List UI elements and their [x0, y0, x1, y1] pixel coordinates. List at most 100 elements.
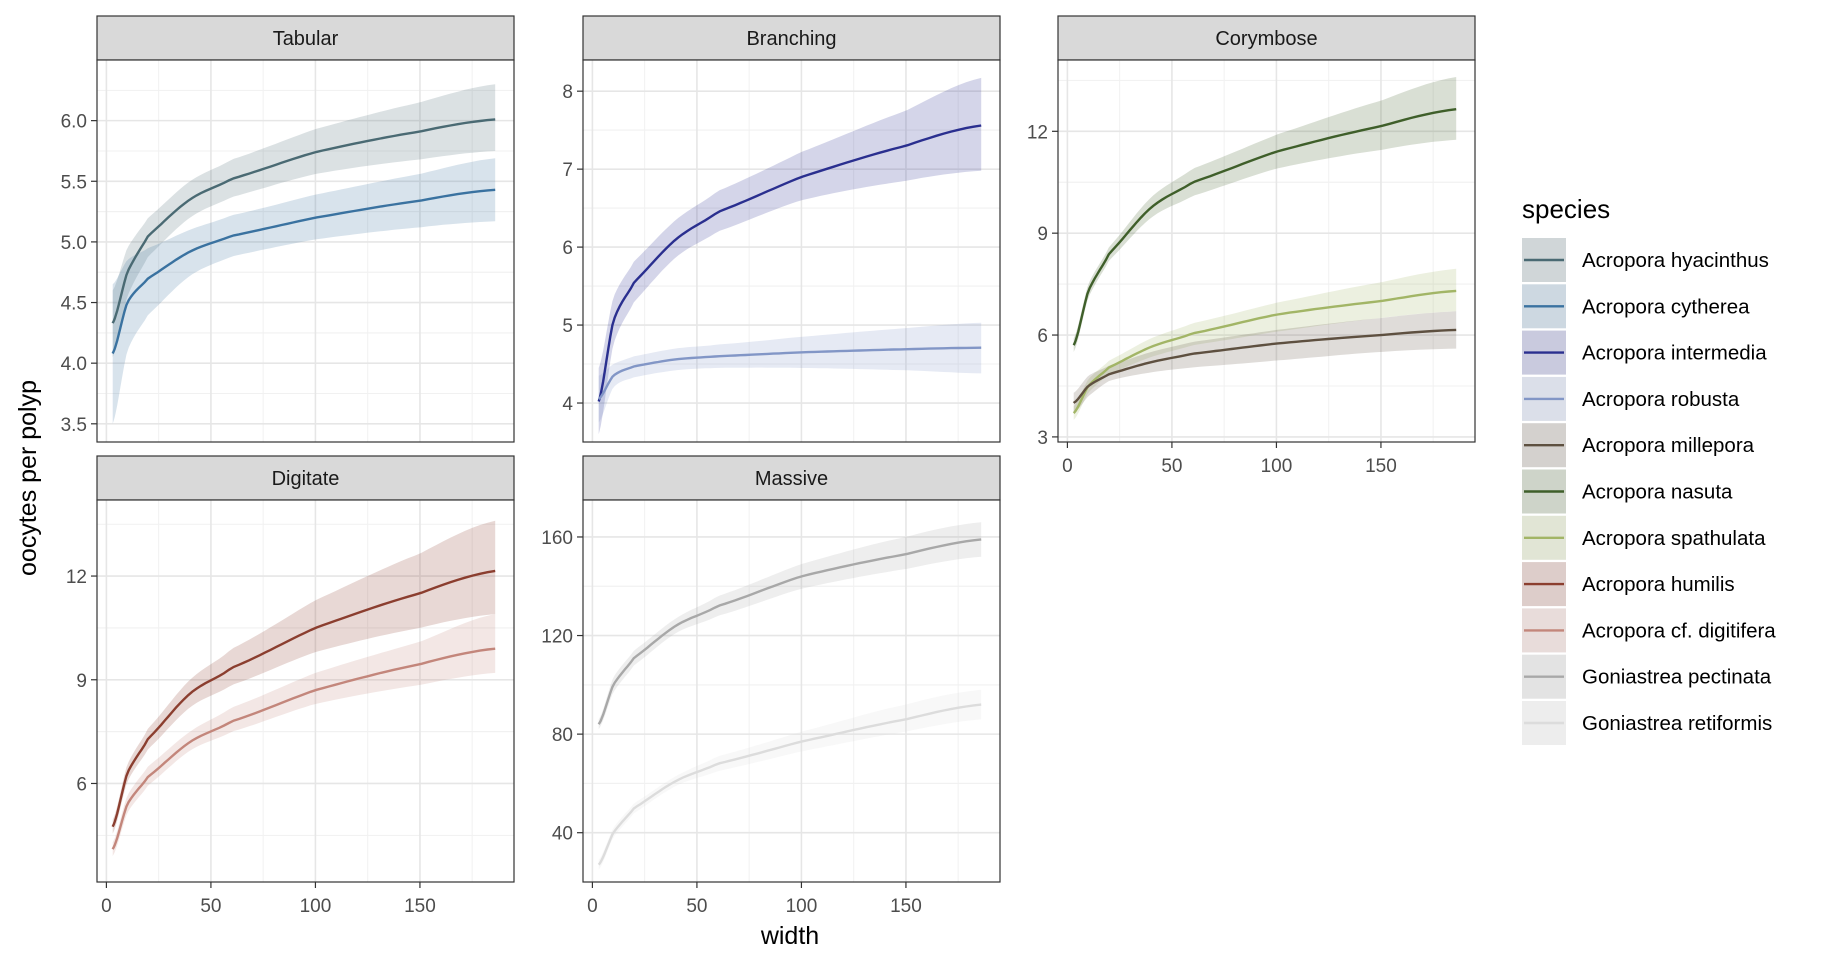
- x-tick-label: 50: [686, 896, 707, 917]
- panel-background: [583, 500, 1000, 882]
- ribbon-acropora-robusta: [598, 322, 982, 423]
- ribbon-goniastrea-retiformis: [598, 689, 982, 870]
- x-tick-label: 100: [1261, 456, 1293, 477]
- panel-background: [583, 60, 1000, 442]
- facet-strip: [96, 15, 515, 61]
- legend-label: Acropora nasuta: [1582, 481, 1733, 504]
- legend-label: Acropora intermedia: [1582, 342, 1767, 365]
- facet-strip: [96, 455, 515, 501]
- y-tick-label: 40: [552, 824, 573, 845]
- legend-label: Acropora millepora: [1582, 434, 1755, 457]
- y-tick-label: 12: [1027, 122, 1048, 143]
- y-tick-label: 12: [66, 567, 87, 588]
- legend-item: Acropora spathulata: [1522, 515, 1766, 560]
- x-tick-label: 150: [890, 896, 922, 917]
- line-acropora-cf-digitifera: [111, 647, 496, 850]
- facet-strip-label: Tabular: [273, 28, 339, 50]
- legend-label: Goniastrea retiformis: [1582, 712, 1772, 735]
- y-tick-label: 4: [562, 394, 573, 415]
- facet-panel-branching: Branching 4 5 6 7 8: [562, 15, 1001, 443]
- y-tick-label: 4.5: [61, 294, 87, 315]
- y-tick-label: 80: [552, 725, 573, 746]
- y-tick-label: 4.0: [61, 354, 87, 375]
- legend-label: Acropora cf. digitifera: [1582, 619, 1776, 642]
- line-acropora-cytherea: [111, 188, 496, 354]
- facet-strip: [582, 455, 1001, 501]
- legend-label: Acropora spathulata: [1582, 527, 1766, 550]
- panel-background: [1058, 60, 1475, 442]
- y-tick-label: 6: [562, 238, 573, 259]
- ribbon-acropora-cytherea: [112, 158, 496, 424]
- legend: species Acropora hyacinthus Acropora cyth…: [1522, 194, 1776, 745]
- legend-label: Acropora robusta: [1582, 388, 1740, 411]
- y-tick-label: 5.0: [61, 233, 87, 254]
- legend-item: Acropora millepora: [1522, 423, 1755, 468]
- facet-panels: Tabular 3.5 4.0 4.5 5.0 5.5 6.0 Branching 4 5 6 7 8 C…: [61, 15, 1476, 917]
- y-axis-title: oocytes per polyp: [14, 380, 42, 576]
- y-tick-label: 3.5: [61, 415, 87, 436]
- line-goniastrea-retiformis: [597, 703, 982, 866]
- legend-title: species: [1522, 194, 1610, 224]
- facet-strip-label: Branching: [746, 28, 836, 50]
- line-acropora-millepora: [1072, 328, 1457, 404]
- legend-item: Goniastrea pectinata: [1522, 654, 1772, 699]
- y-tick-label: 9: [1037, 224, 1048, 245]
- legend-item: Acropora nasuta: [1522, 469, 1733, 514]
- y-tick-label: 6.0: [61, 112, 87, 133]
- line-acropora-hyacinthus: [111, 118, 496, 324]
- x-tick-label: 100: [786, 896, 818, 917]
- ribbon-acropora-cf-digitifera: [112, 614, 496, 857]
- facet-strip-label: Digitate: [272, 468, 340, 490]
- x-tick-label: 100: [300, 896, 332, 917]
- panel-border: [96, 499, 515, 883]
- y-tick-label: 8: [562, 82, 573, 103]
- y-tick-label: 7: [562, 160, 573, 181]
- y-tick-label: 5.5: [61, 172, 87, 193]
- x-tick-label: 150: [1365, 456, 1397, 477]
- legend-item: Acropora humilis: [1522, 562, 1735, 607]
- legend-label: Goniastrea pectinata: [1582, 666, 1772, 689]
- x-tick-label: 50: [200, 896, 221, 917]
- facet-strip: [1057, 15, 1476, 61]
- line-acropora-nasuta: [1072, 108, 1457, 346]
- x-tick-label: 0: [587, 896, 598, 917]
- facet-panel-digitate: Digitate 6 9 12 0 50 100 150: [66, 455, 515, 917]
- panel-border: [582, 59, 1001, 443]
- facet-panel-corymbose: Corymbose 3 6 9 12 0 50 100 150: [1027, 15, 1476, 477]
- legend-item: Acropora intermedia: [1522, 330, 1767, 375]
- y-tick-label: 5: [562, 316, 573, 337]
- legend-item: Acropora cytherea: [1522, 284, 1750, 329]
- x-tick-label: 0: [101, 896, 112, 917]
- legend-label: Acropora humilis: [1582, 573, 1735, 596]
- x-tick-label: 50: [1161, 456, 1182, 477]
- panel-background: [97, 500, 514, 882]
- y-tick-label: 6: [1037, 326, 1048, 347]
- facet-panel-massive: Massive 40 80 120 160 0 50 100 150: [541, 455, 1001, 917]
- line-acropora-intermedia: [597, 124, 982, 402]
- facet-strip-label: Massive: [755, 468, 828, 490]
- line-acropora-robusta: [597, 346, 982, 400]
- y-tick-label: 3: [1037, 428, 1048, 449]
- panel-background: [97, 60, 514, 442]
- facet-strip-label: Corymbose: [1215, 28, 1317, 50]
- facet-strip: [582, 15, 1001, 61]
- y-tick-label: 6: [76, 774, 87, 795]
- y-tick-label: 120: [541, 627, 573, 648]
- y-tick-label: 9: [76, 671, 87, 692]
- ribbon-acropora-spathulata: [1073, 268, 1457, 420]
- facet-panel-tabular: Tabular 3.5 4.0 4.5 5.0 5.5 6.0: [61, 15, 515, 443]
- legend-item: Acropora hyacinthus: [1522, 238, 1769, 282]
- legend-label: Acropora cytherea: [1582, 295, 1750, 318]
- panel-border: [96, 59, 515, 443]
- line-acropora-spathulata: [1072, 289, 1457, 414]
- legend-label: Acropora hyacinthus: [1582, 249, 1769, 272]
- legend-item: Acropora cf. digitifera: [1522, 608, 1776, 653]
- x-tick-label: 0: [1062, 456, 1073, 477]
- legend-item: Goniastrea retiformis: [1522, 701, 1772, 745]
- ribbon-acropora-hyacinthus: [112, 84, 496, 358]
- legend-item: Acropora robusta: [1522, 376, 1740, 421]
- y-tick-label: 160: [541, 528, 573, 549]
- panel-border: [582, 499, 1001, 883]
- ribbon-acropora-nasuta: [1073, 77, 1457, 352]
